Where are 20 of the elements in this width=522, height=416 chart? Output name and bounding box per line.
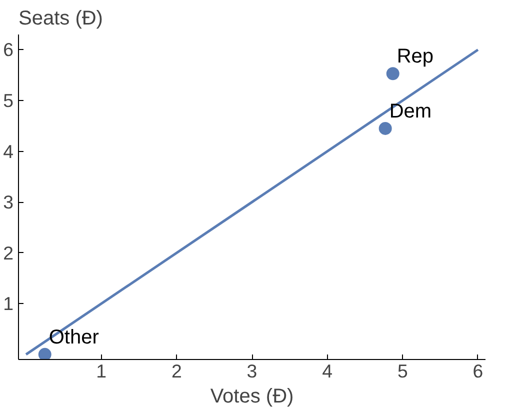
x-tick-label: 6 — [472, 360, 484, 382]
series-label: Rep — [396, 46, 434, 68]
x-axis-title: Votes (Đ) — [210, 386, 294, 408]
x-tick-label: 4 — [322, 360, 333, 382]
y-tick-label: 5 — [3, 90, 14, 112]
y-tick-label: 2 — [3, 242, 14, 264]
x-tick-label: 3 — [246, 360, 258, 382]
y-tick-label: 6 — [3, 39, 14, 60]
series-label: Other — [48, 326, 100, 348]
y-axis-title: Seats (Đ) — [18, 8, 103, 30]
point — [38, 348, 52, 360]
x-tick-label: 1 — [96, 360, 107, 382]
point — [386, 67, 400, 80]
x-tick-label: 5 — [397, 360, 408, 382]
x-tick-label: 2 — [171, 360, 182, 382]
y-tick-label: 3 — [3, 192, 14, 213]
y-tick-label: 4 — [3, 140, 14, 162]
y-tick-label: 1 — [3, 293, 14, 314]
point — [378, 122, 392, 135]
series-label: Dem — [389, 100, 432, 122]
